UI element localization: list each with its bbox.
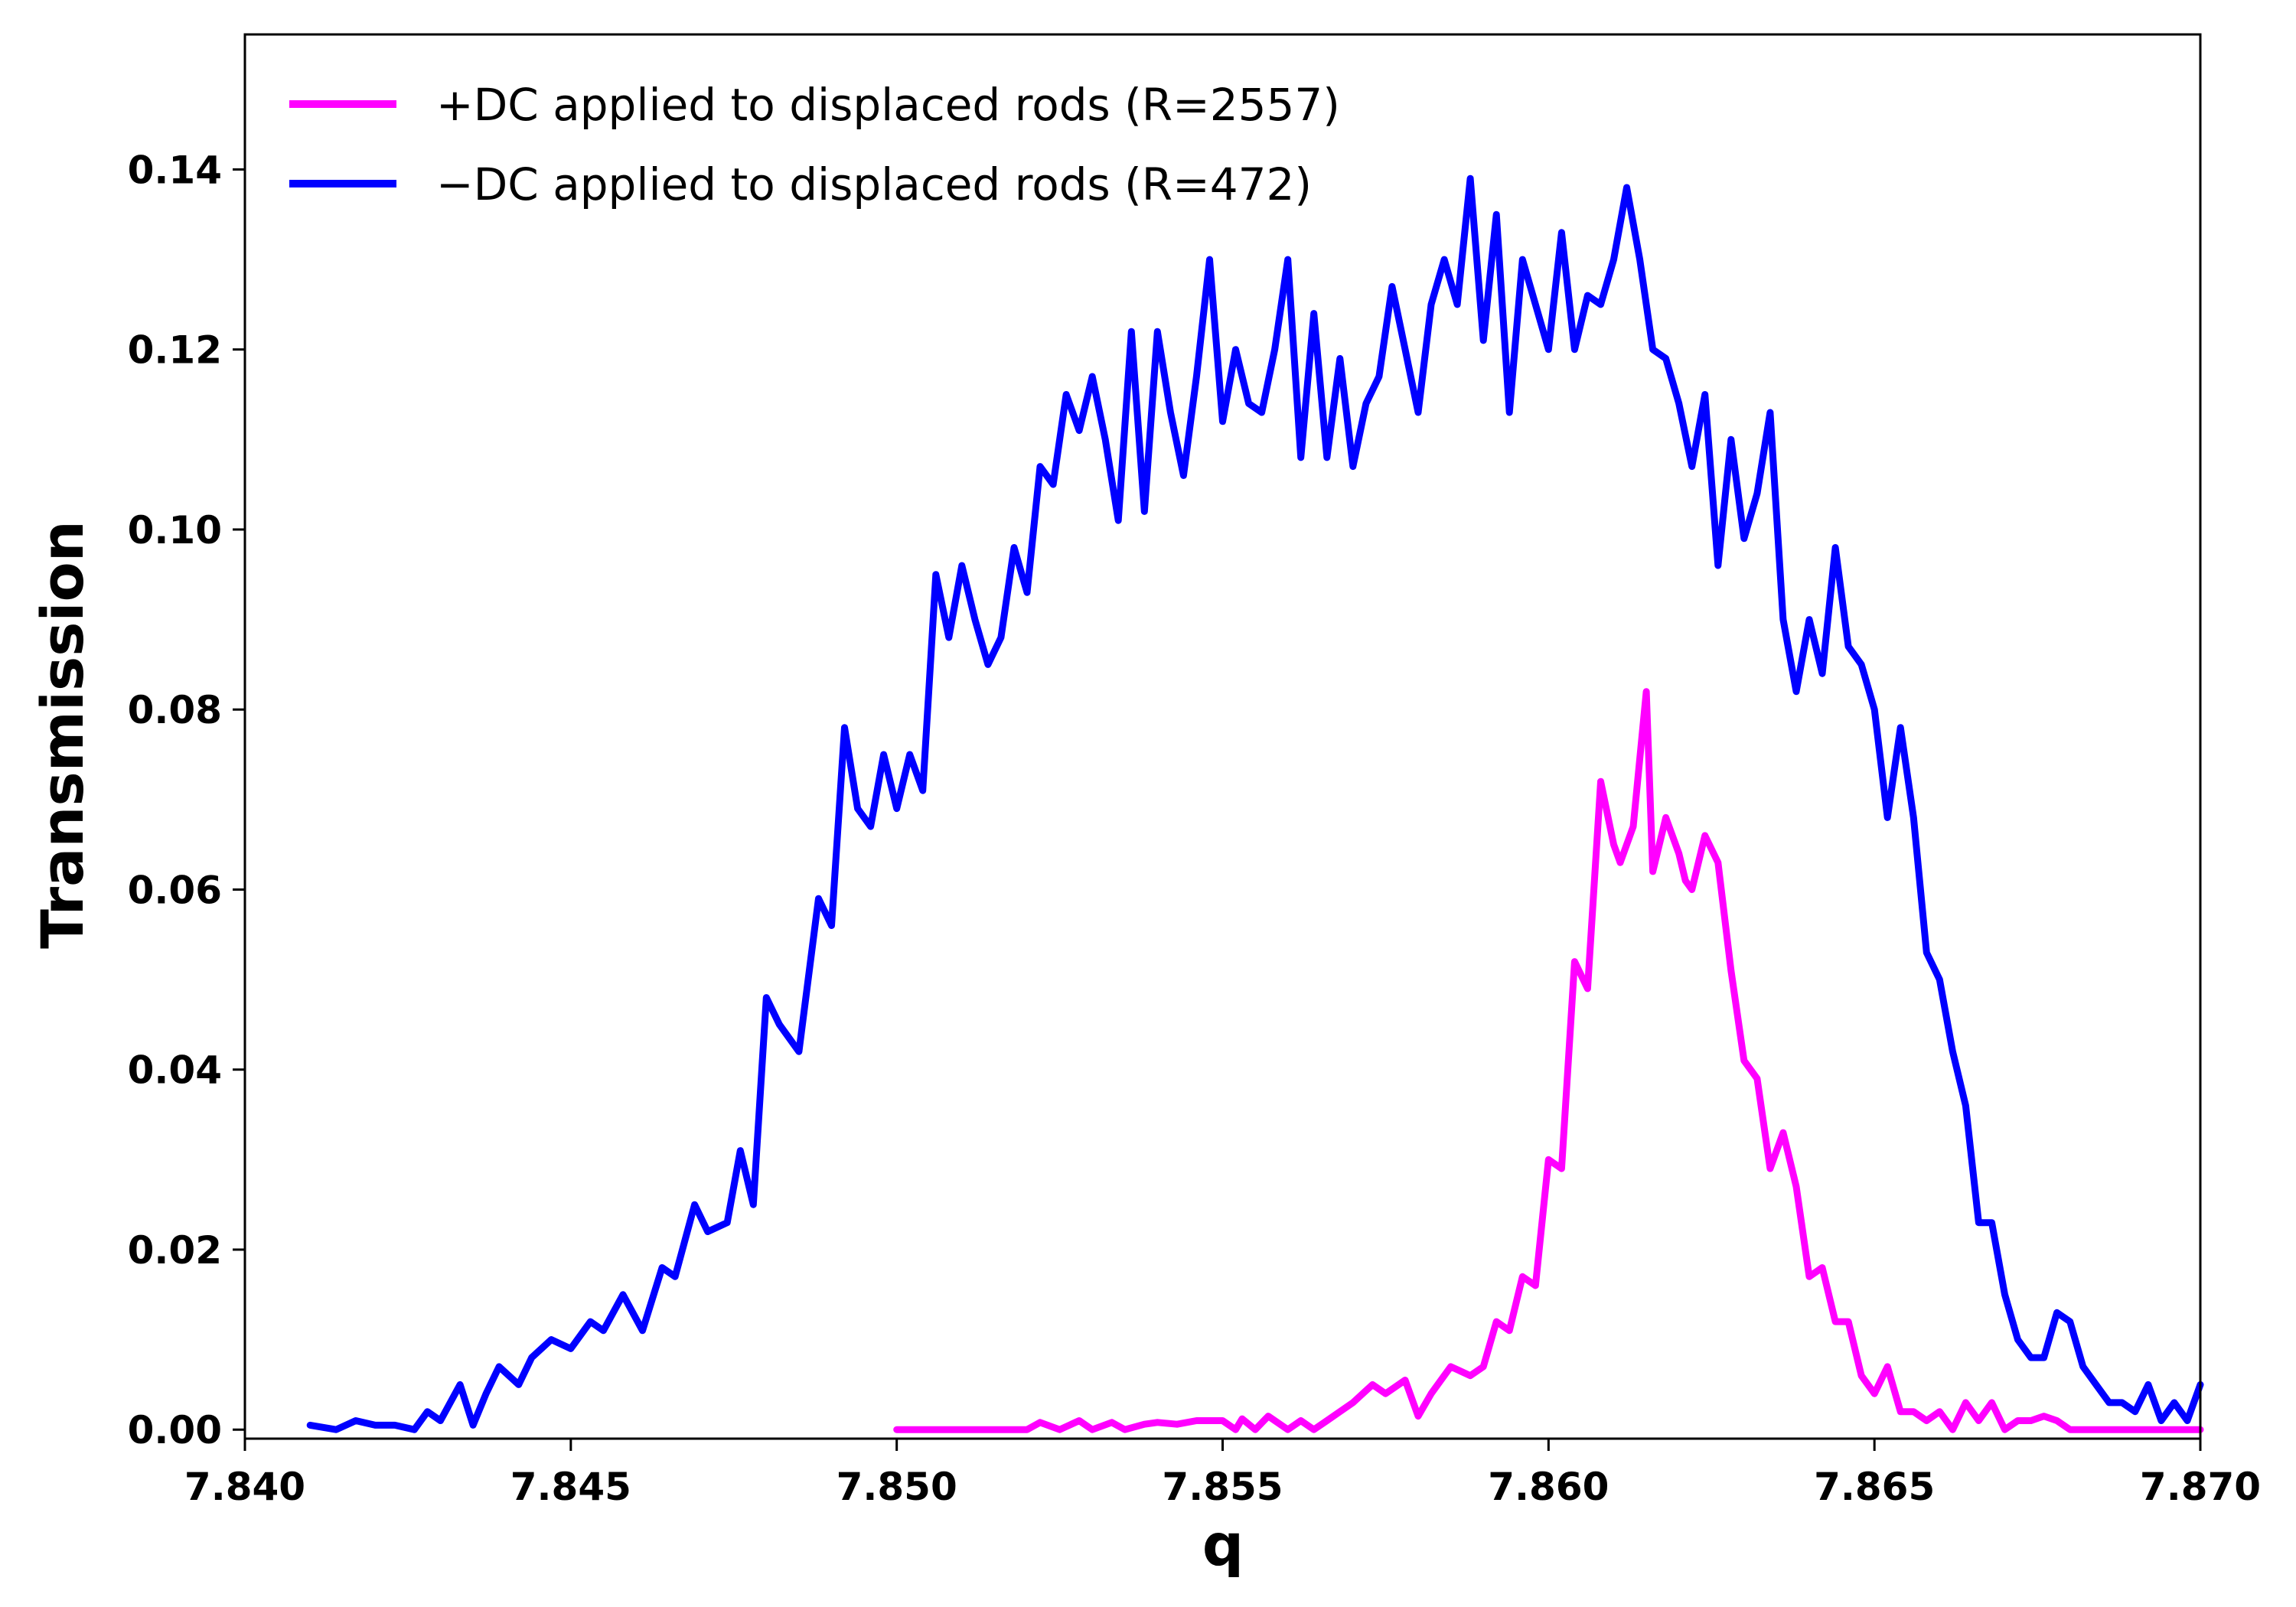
y-tick-label: 0.02 [128,1228,222,1273]
series-line-minus-dc [306,174,2204,1433]
x-axis-label: q [1202,1511,1244,1579]
y-axis-label: Transmission [28,520,96,949]
x-tick-label: 7.855 [1162,1465,1283,1509]
x-tick-label: 7.850 [837,1465,957,1509]
series-line-plus-dc [893,688,2204,1433]
y-tick-label: 0.00 [128,1408,222,1452]
y-tick-label: 0.08 [128,688,222,732]
y-tick-label: 0.14 [128,148,222,192]
series-layer [306,174,2204,1433]
x-tick-label: 7.840 [184,1465,305,1509]
legend-label-plus-dc: +DC applied to displaced rods (R=2557) [436,79,1340,131]
x-tick-label: 7.865 [1814,1465,1935,1509]
y-tick-label: 0.12 [128,328,222,373]
y-tick-label: 0.04 [128,1048,222,1093]
y-tick-label: 0.10 [128,508,222,553]
x-tick-label: 7.845 [510,1465,631,1509]
x-tick-label: 7.870 [2140,1465,2261,1509]
x-tick-label: 7.860 [1488,1465,1609,1509]
y-tick-label: 0.06 [128,868,222,912]
axis-ticks: 7.840 7.845 7.850 7.855 7.860 7.865 7.870 0.00 0… [128,148,2261,1509]
legend: +DC applied to displaced rods (R=2557) −… [289,79,1340,210]
legend-label-minus-dc: −DC applied to displaced rods (R=472) [436,158,1312,210]
